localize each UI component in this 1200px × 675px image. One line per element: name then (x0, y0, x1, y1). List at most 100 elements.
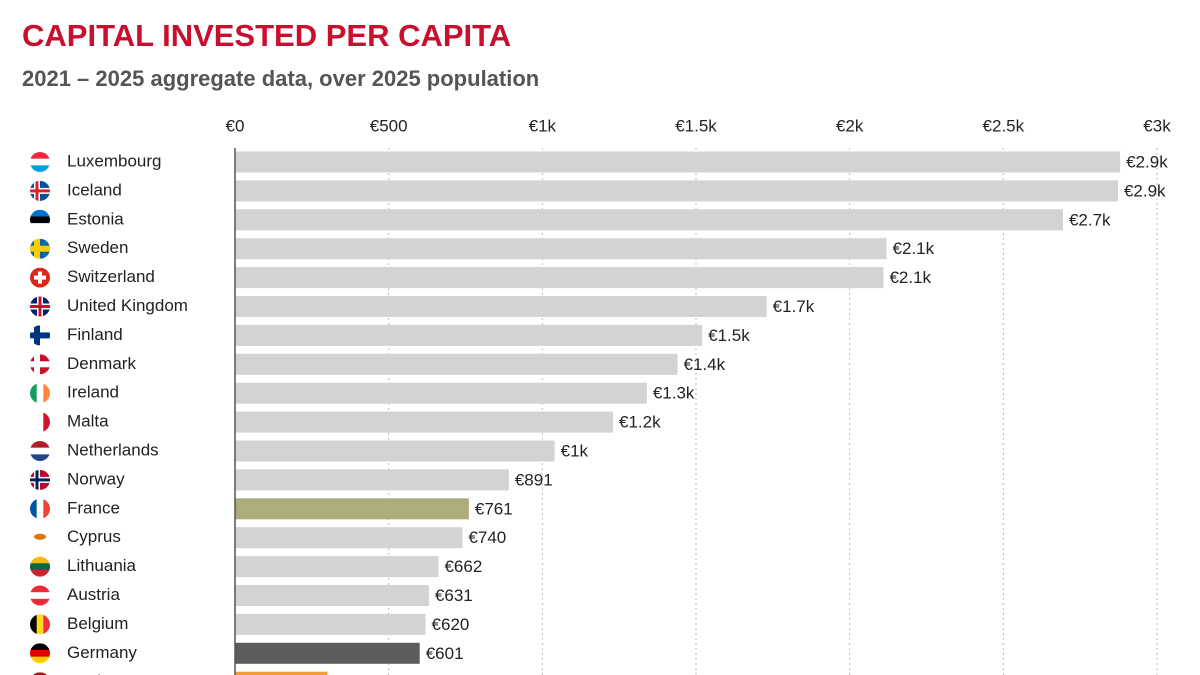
value-label: €601 (426, 644, 464, 663)
x-tick-label: €3k (1143, 116, 1171, 135)
value-label: €620 (432, 615, 470, 634)
category-label: Malta (67, 412, 109, 431)
category-label: Estonia (67, 209, 124, 228)
category-label: Finland (67, 325, 123, 344)
category-label: Norway (67, 469, 125, 488)
flag-stripe (30, 454, 50, 461)
flag-stripe (36, 383, 44, 404)
flag-cross (35, 238, 39, 259)
flag-icon (30, 585, 50, 606)
flag-icon (30, 441, 50, 461)
x-tick-label: €2k (836, 116, 864, 135)
flag-icon (30, 469, 50, 490)
flag-icon (30, 643, 50, 664)
flag-stripe (36, 498, 44, 519)
value-label: €1k (561, 441, 589, 460)
flag-icon (30, 238, 50, 259)
flag-cross (38, 271, 42, 284)
chart-subtitle: 2021 – 2025 aggregate data, over 2025 po… (22, 66, 539, 91)
flag-stripe (30, 412, 38, 433)
value-label: €662 (444, 557, 482, 576)
category-label: Netherlands (67, 440, 159, 459)
flag-stripe (30, 383, 38, 404)
flag-icon (30, 527, 50, 548)
bar (235, 469, 509, 491)
flag-stripe (30, 643, 50, 651)
flag-icon (30, 672, 50, 675)
flag-stripe (36, 412, 44, 433)
flag-icon (30, 180, 50, 201)
flag-stripe (43, 498, 50, 519)
category-label: Germany (67, 643, 137, 662)
flag-cross (30, 247, 50, 251)
x-tick-label: €2.5k (983, 116, 1025, 135)
bar (235, 585, 429, 606)
flag-cross (35, 180, 39, 201)
category-label: Sweden (67, 238, 128, 257)
category-label: Denmark (67, 354, 136, 373)
flag-cross (30, 362, 50, 366)
flag-stripe (30, 165, 50, 172)
flag-icon (30, 412, 50, 433)
flag-stripe (43, 383, 50, 404)
flag-icon (30, 296, 50, 317)
x-tick-label: €500 (370, 116, 408, 135)
category-label: Ireland (67, 383, 119, 402)
value-label: €2.9k (1126, 152, 1168, 171)
bar (235, 267, 884, 289)
flag-stripe (30, 209, 50, 217)
flag-stripe (43, 614, 50, 635)
flag-icon (30, 614, 50, 635)
x-tick-label: €1k (529, 116, 557, 135)
flag-stripe (30, 672, 50, 675)
flag-cross (35, 469, 39, 490)
flag-stripe (36, 614, 44, 635)
flag-stripe (30, 563, 50, 571)
flag-icon (30, 325, 50, 346)
flag-stripe (30, 216, 50, 224)
value-label: €1.7k (773, 297, 815, 316)
flag-shape (34, 533, 46, 540)
category-label: Spain (67, 672, 110, 675)
flag-icon (30, 209, 50, 230)
value-label: €2.1k (893, 239, 935, 258)
bar (235, 440, 555, 462)
value-label: €2.9k (1124, 181, 1166, 200)
category-label: Luxembourg (67, 151, 162, 170)
value-label: €761 (475, 499, 513, 518)
bar (235, 296, 767, 317)
value-label: €1.4k (684, 355, 726, 374)
category-label: Cyprus (67, 527, 121, 546)
category-label: France (67, 498, 120, 517)
value-label: €1.2k (619, 413, 661, 432)
value-label: €2.1k (889, 268, 931, 287)
flag-icon (30, 383, 50, 404)
flag-stripe (30, 556, 50, 564)
category-label: United Kingdom (67, 296, 188, 315)
chart-title: CAPITAL INVESTED PER CAPITA (22, 18, 511, 53)
flag-cross (30, 189, 50, 193)
bar (235, 238, 887, 260)
value-label: €891 (515, 470, 553, 489)
flag-stripe (30, 569, 50, 577)
bar (235, 556, 439, 578)
value-label: €740 (468, 528, 506, 547)
category-label: Switzerland (67, 267, 155, 286)
flag-stripe (30, 223, 50, 230)
value-label: €1.3k (653, 384, 695, 403)
category-label: Iceland (67, 180, 122, 199)
flag-stripe (30, 441, 50, 449)
flag-stripe (30, 649, 50, 658)
bar (235, 411, 614, 433)
x-tick-label: €1.5k (675, 116, 717, 135)
bar (235, 642, 420, 664)
flag-icon (30, 152, 50, 172)
category-label: Lithuania (67, 556, 137, 575)
bar (235, 613, 426, 635)
x-tick-label: €0 (226, 116, 245, 135)
flag-stripe (30, 585, 50, 593)
bar (235, 671, 328, 675)
flag-icon (30, 498, 50, 519)
bar (235, 382, 647, 404)
value-label: €301 (334, 673, 372, 675)
